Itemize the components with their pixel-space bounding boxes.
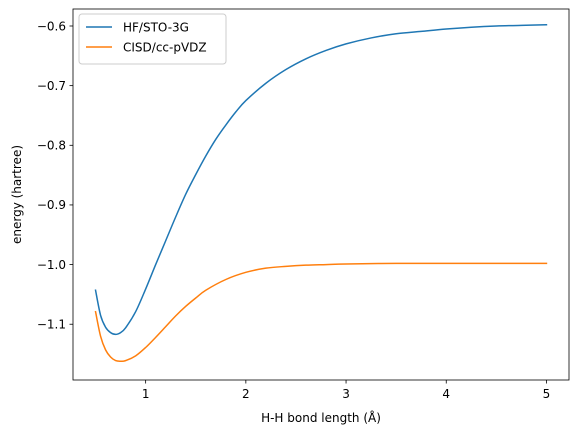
series-line-1: [94, 24, 548, 336]
x-tick-label: 2: [242, 387, 250, 401]
legend-label: CISD/cc-pVDZ: [123, 40, 207, 54]
y-tick-label: −0.7: [37, 79, 66, 93]
y-tick-label: −1.0: [37, 258, 66, 272]
plot-frame: [72, 8, 570, 381]
series-layer: [94, 24, 548, 363]
x-tick-label: 4: [442, 387, 450, 401]
x-axis-label: H-H bond length (Å): [261, 410, 381, 425]
y-tick-label: −0.8: [37, 139, 66, 153]
y-tick-label: −1.1: [37, 318, 66, 332]
tick-layer: 1 2 3 4 5 −1.1 −1.0 −0.9 −0.8 −0.7 −0.6: [37, 19, 550, 401]
legend-label: HF/STO-3G: [123, 20, 189, 34]
x-tick-label: 3: [342, 387, 350, 401]
x-tick-label: 5: [543, 387, 551, 401]
series-line-2: [94, 262, 548, 363]
legend-box: [78, 13, 227, 65]
x-tick-label: 1: [142, 387, 150, 401]
legend: HF/STO-3G CISD/cc-pVDZ: [78, 13, 227, 65]
y-tick-label: −0.9: [37, 198, 66, 212]
y-axis-label: energy (hartree): [10, 145, 24, 244]
y-tick-label: −0.6: [37, 19, 66, 33]
